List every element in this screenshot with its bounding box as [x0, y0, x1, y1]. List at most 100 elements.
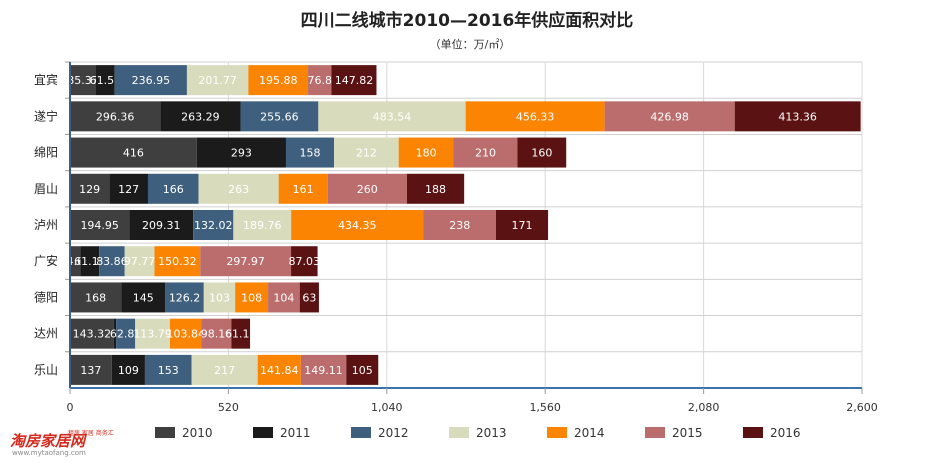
bar-segment — [233, 210, 292, 240]
x-tick-label: 520 — [218, 401, 239, 414]
legend-label: 2016 — [770, 426, 801, 440]
chart-subtitle: （单位：万/㎡） — [430, 37, 511, 51]
bar-segment — [70, 354, 112, 385]
legend-label: 2012 — [378, 426, 409, 440]
data-label: 210 — [475, 147, 496, 160]
bar-segment — [186, 65, 249, 96]
data-label: 141.84 — [260, 364, 299, 377]
data-label: 132.02 — [194, 219, 233, 232]
bar-segment — [70, 137, 197, 168]
data-label: 83.86 — [96, 255, 128, 268]
bar-segment — [198, 173, 279, 204]
data-label: 263.29 — [181, 110, 220, 123]
bar-segment — [257, 354, 301, 385]
category-label: 遂宁 — [34, 108, 58, 123]
bar-segment — [517, 137, 567, 168]
bar-segment — [291, 246, 318, 277]
data-label: 108 — [241, 291, 262, 304]
data-label: 293 — [231, 147, 252, 160]
bar-segment — [124, 246, 155, 277]
bar-segment — [398, 137, 454, 168]
bar-segment — [734, 101, 861, 132]
legend-swatch — [449, 427, 469, 438]
data-label: 201.77 — [198, 74, 237, 87]
data-label: 113.79 — [133, 328, 172, 341]
legend-label: 2011 — [280, 426, 311, 440]
data-label: 150.32 — [158, 255, 197, 268]
data-label: 161 — [293, 183, 314, 196]
bar-segment — [240, 101, 319, 132]
bar-segment — [70, 210, 130, 240]
data-label: 129 — [79, 183, 100, 196]
data-label: 149.11 — [304, 364, 343, 377]
bar-segment — [604, 101, 735, 132]
bar-segment — [268, 282, 300, 313]
bar-segment — [121, 282, 166, 313]
data-label: 61.53 — [90, 74, 122, 87]
bar-segment — [308, 65, 332, 96]
category-label: 乐山 — [34, 363, 58, 377]
data-label: 109 — [118, 364, 139, 377]
data-label: 189.76 — [243, 219, 282, 232]
bar-segment — [453, 137, 518, 168]
data-label: 104 — [273, 291, 294, 304]
data-label: 434.35 — [338, 219, 377, 232]
data-label: 188 — [425, 183, 446, 196]
data-label: 153 — [158, 364, 179, 377]
data-label: 62.86 — [110, 328, 142, 341]
bar-segment — [203, 282, 236, 313]
bar-segment — [346, 354, 379, 385]
data-label: 171 — [512, 219, 533, 232]
category-label: 广安 — [34, 253, 58, 268]
data-label: 426.98 — [650, 110, 689, 123]
x-tick-label: 2,080 — [688, 401, 720, 414]
data-label: 236.95 — [132, 74, 171, 87]
logo-slogan: 租房 家居 商务汇 — [68, 430, 114, 437]
category-label: 绵阳 — [34, 146, 58, 160]
bar-segment — [154, 246, 201, 277]
legend-swatch — [155, 427, 175, 438]
bar-segment — [147, 173, 199, 204]
bar-segment — [113, 318, 117, 349]
data-label: 212 — [356, 147, 377, 160]
chart-title: 四川二线城市2010—2016年供应面积对比 — [301, 10, 634, 31]
bar-segment — [70, 282, 122, 313]
data-label: 297.97 — [226, 255, 265, 268]
data-label: 238 — [449, 219, 470, 232]
legend: 2010 2011 2012 2013 2014 2015 2016 — [155, 426, 801, 440]
data-label: 61.13 — [74, 255, 106, 268]
bar-segment — [331, 65, 377, 96]
data-label: 97.77 — [124, 255, 156, 268]
bar-segment — [116, 318, 136, 349]
bar-segment — [70, 173, 110, 204]
bar-segment — [129, 210, 194, 240]
bar-segment — [144, 354, 192, 385]
bar-segment — [300, 354, 347, 385]
category-label: 眉山 — [34, 182, 58, 196]
bar-segment — [196, 137, 286, 168]
bar-segment — [70, 101, 161, 132]
data-label: 126.2 — [169, 291, 201, 304]
x-tick-label: 1,040 — [371, 401, 403, 414]
legend-label: 2014 — [574, 426, 605, 440]
data-label: 76.8 — [308, 74, 333, 87]
data-label: 255.66 — [260, 110, 299, 123]
bar-segment — [200, 246, 292, 277]
data-label: 103.84 — [166, 328, 205, 341]
legend-swatch — [645, 427, 665, 438]
data-label: 61.12 — [225, 328, 257, 341]
bar-segment — [231, 318, 251, 349]
bar-segment — [169, 318, 202, 349]
category-label: 德阳 — [34, 289, 58, 304]
data-label: 147.82 — [335, 74, 374, 87]
data-label: 103 — [209, 291, 230, 304]
bar-segment — [114, 65, 187, 96]
data-label: 263 — [228, 183, 249, 196]
legend-swatch — [351, 427, 371, 438]
legend-swatch — [547, 427, 567, 438]
data-label: 98.16 — [201, 328, 233, 341]
legend-swatch — [743, 427, 763, 438]
